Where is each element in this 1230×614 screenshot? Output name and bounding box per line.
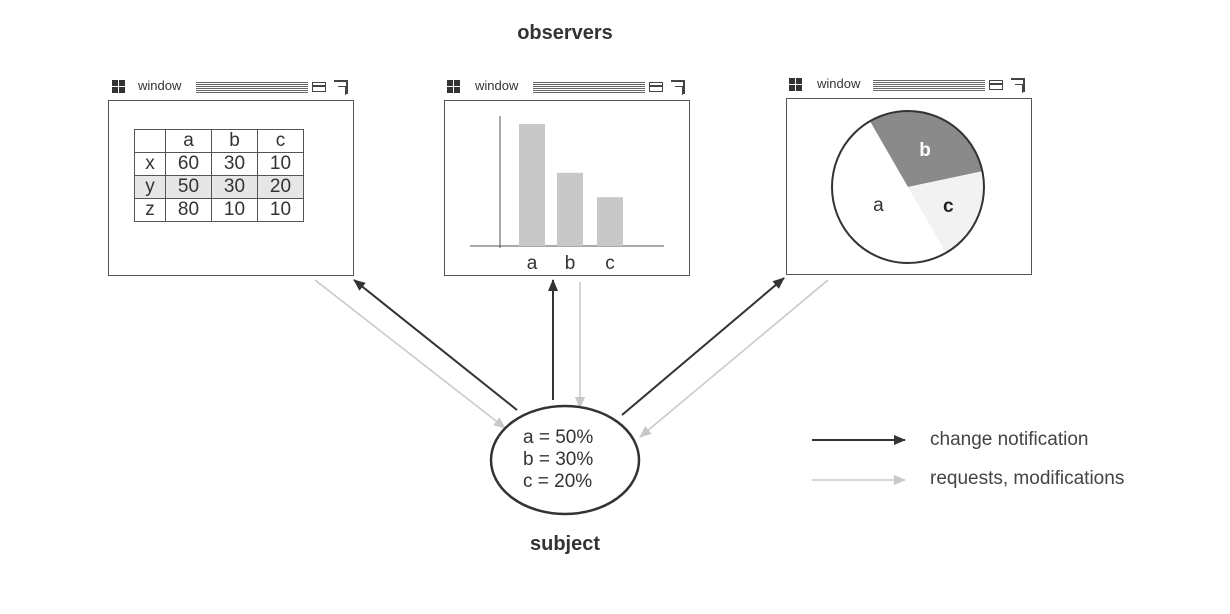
pie-slice-b	[870, 111, 983, 187]
subject-ellipse	[489, 404, 641, 516]
subject-value-c: c = 20%	[523, 471, 593, 492]
window-title-stripes[interactable]	[196, 82, 308, 93]
pie-label-a: a	[873, 195, 884, 216]
window-label: window	[475, 78, 519, 93]
data-table: a b c x 60 30 10 y 50 30 20 z 80 10 10	[134, 129, 304, 222]
notify-arrow-table	[353, 279, 518, 411]
request-arrow-table	[314, 279, 506, 429]
window-titlebar-table[interactable]: window	[110, 78, 354, 98]
pie-outline	[831, 110, 985, 264]
observers-title: observers	[517, 22, 613, 44]
x-tick-label: c	[605, 253, 615, 274]
window-title-stripes[interactable]	[533, 82, 645, 93]
window-title-stripes[interactable]	[873, 80, 985, 91]
pie-chart: a b c	[831, 110, 985, 264]
x-tick-label: a	[527, 253, 538, 274]
table-cell: 10	[257, 152, 304, 176]
window-resize-icon[interactable]	[334, 80, 348, 95]
window-minimize-icon[interactable]	[989, 80, 1003, 90]
window-grid-icon[interactable]	[112, 80, 125, 93]
window-grid-icon[interactable]	[789, 78, 802, 91]
table-col-header: c	[257, 129, 304, 153]
table-cell: 50	[165, 175, 212, 199]
table-row-header: x	[134, 152, 166, 176]
window-minimize-icon[interactable]	[312, 82, 326, 92]
bar-c	[597, 197, 623, 246]
table-cell: 20	[257, 175, 304, 199]
bar-chart: a b c	[470, 116, 664, 274]
subject-values: a = 50% b = 30% c = 20%	[523, 427, 593, 493]
window-resize-icon[interactable]	[671, 80, 685, 95]
pie-label-c: c	[943, 196, 954, 217]
window-grid-icon[interactable]	[447, 80, 460, 93]
bar-a	[519, 124, 545, 246]
window-minimize-icon[interactable]	[649, 82, 663, 92]
table-row: x 60 30 10	[134, 152, 304, 176]
window-resize-icon[interactable]	[1011, 78, 1025, 93]
table-row: z 80 10 10	[134, 198, 304, 222]
legend-request-label: requests, modifications	[930, 468, 1125, 489]
bar-b	[557, 172, 583, 246]
window-label: window	[138, 78, 182, 93]
subject-value-b: b = 30%	[523, 449, 594, 470]
x-tick-label: b	[565, 253, 576, 274]
notify-arrow-pie	[621, 277, 785, 416]
window-titlebar-pie[interactable]: window	[787, 76, 1031, 96]
subject-value-a: a = 50%	[523, 427, 594, 448]
request-arrow-pie	[639, 279, 829, 438]
subject-label: subject	[529, 533, 601, 555]
table-col-header: b	[211, 129, 258, 153]
window-label: window	[817, 76, 861, 91]
table-cell: 10	[257, 198, 304, 222]
table-cell: 80	[165, 198, 212, 222]
table-window: a b c x 60 30 10 y 50 30 20 z 80 10 10	[108, 100, 354, 276]
pie-label-b: b	[919, 140, 931, 161]
pie-slice-a	[832, 121, 946, 263]
table-cell: 10	[211, 198, 258, 222]
window-titlebar-bar[interactable]: window	[445, 78, 691, 98]
legend-change-label: change notification	[930, 429, 1089, 450]
pie-slice-c	[908, 171, 984, 253]
table-cell: 30	[211, 152, 258, 176]
